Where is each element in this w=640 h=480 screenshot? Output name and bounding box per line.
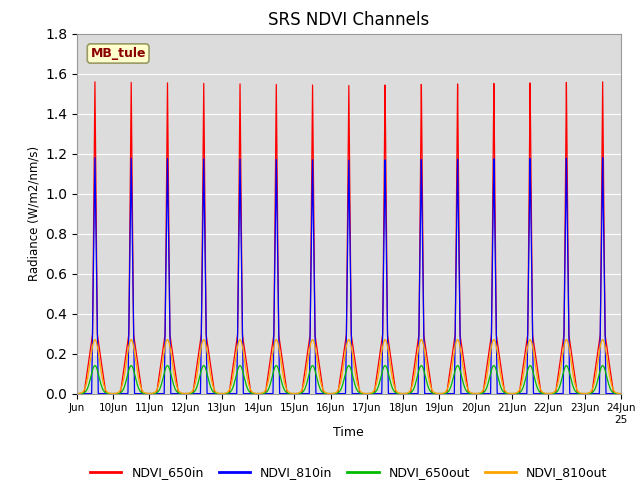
Title: SRS NDVI Channels: SRS NDVI Channels: [268, 11, 429, 29]
X-axis label: Time: Time: [333, 426, 364, 439]
Y-axis label: Radiance (W/m2/nm/s): Radiance (W/m2/nm/s): [28, 146, 41, 281]
Legend: NDVI_650in, NDVI_810in, NDVI_650out, NDVI_810out: NDVI_650in, NDVI_810in, NDVI_650out, NDV…: [85, 461, 612, 480]
Text: MB_tule: MB_tule: [90, 47, 146, 60]
